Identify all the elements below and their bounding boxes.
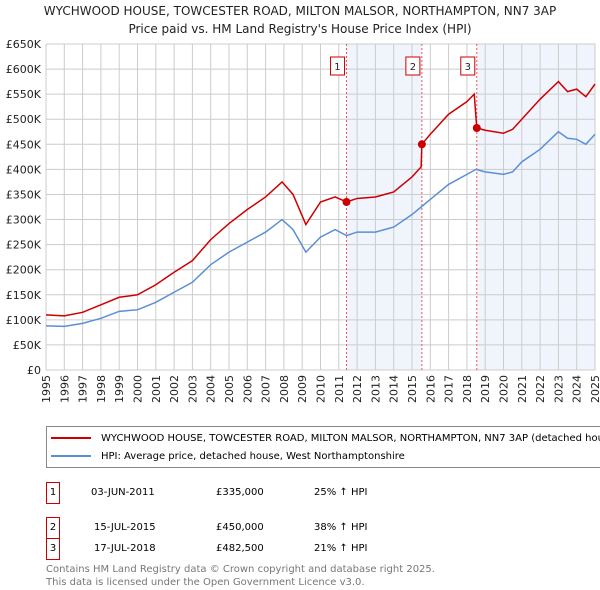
x-tick-label: 2021 [516, 375, 529, 403]
sale-marker-box: 3 [46, 538, 60, 560]
y-tick-label: £600K [6, 63, 42, 76]
y-tick-label: £50K [13, 339, 42, 352]
x-tick-label: 2014 [388, 375, 401, 403]
footer-licence: This data is licensed under the Open Gov… [46, 577, 365, 588]
legend-item-property: WYCHWOOD HOUSE, TOWCESTER ROAD, MILTON M… [51, 429, 600, 447]
x-tick-label: 2010 [315, 375, 328, 403]
series-line [45, 80, 596, 317]
x-tick-label: 2012 [351, 375, 364, 403]
sale-hpi: 38% ↑ HPI [314, 522, 368, 533]
x-tick-label: 2018 [461, 375, 474, 403]
x-tick-label: 1997 [77, 375, 90, 403]
legend-item-hpi: HPI: Average price, detached house, West… [51, 447, 405, 465]
sale-price: £482,500 [216, 543, 264, 554]
y-tick-label: £650K [6, 38, 42, 51]
x-tick-label: 2020 [498, 375, 511, 403]
x-tick-label: 2015 [406, 375, 419, 403]
x-tick-label: 2013 [369, 375, 382, 403]
x-tick-label: 2024 [571, 375, 584, 403]
x-tick-label: 2006 [241, 375, 254, 403]
y-tick-label: £0 [27, 364, 41, 377]
chart-title: WYCHWOOD HOUSE, TOWCESTER ROAD, MILTON M… [43, 4, 557, 18]
shaded-period [346, 44, 422, 370]
sale-label-box [460, 56, 476, 76]
sale-price: £335,000 [216, 487, 264, 498]
sale-point [342, 197, 351, 206]
x-tick-label: 2019 [479, 375, 492, 403]
x-tick-label: 2025 [589, 375, 600, 403]
x-tick-label: 2023 [552, 375, 565, 403]
sale-point [417, 140, 426, 149]
blue-line-swatch [51, 455, 91, 457]
y-tick-label: £450K [6, 138, 42, 151]
x-tick-label: 2017 [443, 375, 456, 403]
sale-hpi: 21% ↑ HPI [314, 543, 368, 554]
footer-copyright: Contains HM Land Registry data © Crown c… [46, 564, 435, 575]
x-tick-label: 2008 [278, 375, 291, 403]
sale-date: 15-JUL-2015 [94, 522, 156, 533]
sale-marker-box: 2 [46, 517, 60, 539]
y-tick-label: £550K [6, 88, 42, 101]
series-line [45, 130, 596, 328]
x-tick-label: 2002 [168, 375, 181, 403]
sale-point [472, 124, 481, 133]
x-tick-label: 1999 [113, 375, 126, 403]
x-tick-label: 1998 [95, 375, 108, 403]
sale-marker-box: 1 [46, 482, 60, 504]
legend-label: WYCHWOOD HOUSE, TOWCESTER ROAD, MILTON M… [101, 432, 600, 444]
x-tick-label: 2001 [150, 375, 163, 403]
y-tick-label: £300K [6, 214, 42, 227]
footer: Contains HM Land Registry data © Crown c… [46, 563, 435, 589]
x-tick-label: 2005 [223, 375, 236, 403]
x-tick-label: 2007 [260, 375, 273, 403]
x-tick-label: 2009 [296, 375, 309, 403]
sale-label: 3 [465, 62, 471, 73]
x-tick-label: 2004 [205, 375, 218, 403]
x-tick-label: 1995 [40, 375, 53, 403]
sale-date: 17-JUL-2018 [94, 543, 156, 554]
sale-label-box [329, 56, 345, 76]
sale-hpi: 25% ↑ HPI [314, 487, 368, 498]
sale-label: 2 [410, 62, 416, 73]
plot: 1995 1996 1997 1998 1999 2000 2001 2002 2003 2004… [6, 38, 600, 403]
sale-date: 03-JUN-2011 [91, 487, 155, 498]
sale-label-box [405, 56, 421, 76]
y-tick-label: £200K [6, 264, 42, 277]
legend-label: HPI: Average price, detached house, West… [101, 450, 405, 462]
sale-price: £450,000 [216, 522, 264, 533]
y-tick-label: £350K [6, 188, 42, 201]
x-tick-label: 1996 [58, 375, 71, 403]
chart-subtitle: Price paid vs. HM Land Registry's House … [128, 22, 472, 36]
sale-label: 1 [334, 62, 340, 73]
plot-frame [45, 43, 596, 371]
y-tick-label: £400K [6, 163, 42, 176]
y-tick-label: £500K [6, 113, 42, 126]
x-tick-label: 2003 [186, 375, 199, 403]
y-tick-label: £100K [6, 314, 42, 327]
x-tick-label: 2000 [132, 375, 145, 403]
shaded-period [476, 44, 595, 370]
red-line-swatch [51, 437, 91, 439]
y-tick-label: £150K [6, 289, 42, 302]
x-tick-label: 2022 [534, 375, 547, 403]
x-tick-label: 2011 [333, 375, 346, 403]
y-tick-label: £250K [6, 239, 42, 252]
x-tick-label: 2016 [424, 375, 437, 403]
legend: WYCHWOOD HOUSE, TOWCESTER ROAD, MILTON M… [46, 426, 600, 468]
